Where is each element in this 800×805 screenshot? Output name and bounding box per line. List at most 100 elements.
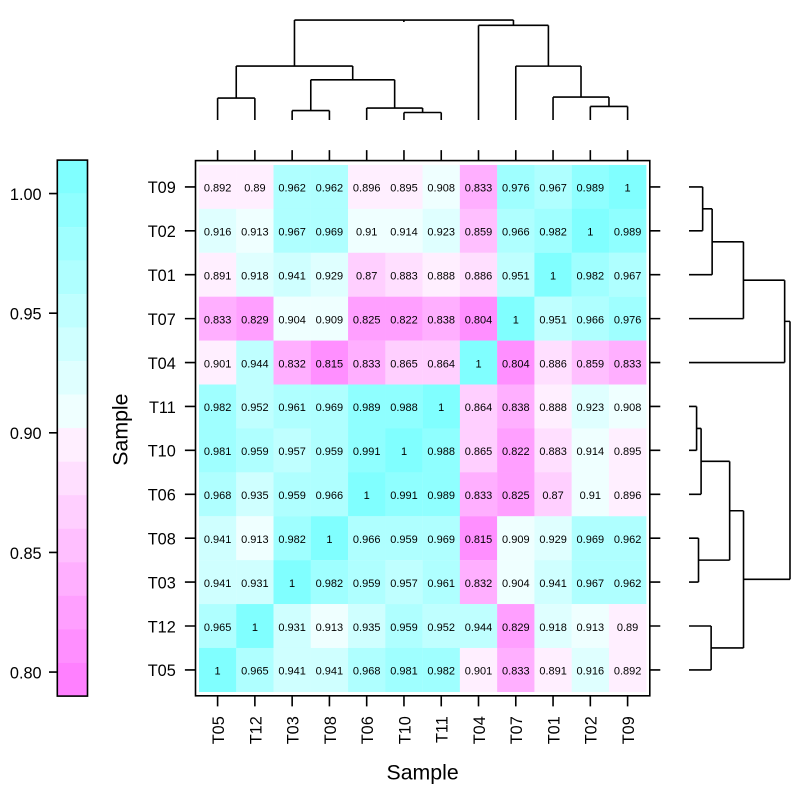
svg-text:0.829: 0.829 [241, 314, 269, 326]
svg-text:1: 1 [625, 183, 631, 195]
svg-text:0.981: 0.981 [390, 666, 418, 678]
svg-text:0.969: 0.969 [316, 402, 344, 414]
svg-text:0.909: 0.909 [316, 314, 344, 326]
svg-text:0.895: 0.895 [614, 446, 642, 458]
svg-text:0.991: 0.991 [390, 490, 418, 502]
svg-text:T03: T03 [285, 716, 303, 744]
svg-text:0.988: 0.988 [390, 402, 418, 414]
svg-text:0.968: 0.968 [353, 666, 381, 678]
svg-text:0.909: 0.909 [502, 534, 530, 546]
svg-text:0.883: 0.883 [390, 271, 418, 283]
svg-text:0.941: 0.941 [204, 578, 232, 590]
svg-text:0.962: 0.962 [278, 183, 306, 195]
svg-text:0.982: 0.982 [577, 271, 605, 283]
svg-text:0.859: 0.859 [465, 227, 493, 239]
svg-text:0.959: 0.959 [390, 622, 418, 634]
svg-text:T12: T12 [148, 618, 176, 636]
svg-text:1: 1 [289, 578, 295, 590]
svg-text:0.833: 0.833 [502, 666, 530, 678]
svg-text:1: 1 [513, 314, 519, 326]
svg-text:0.918: 0.918 [539, 622, 567, 634]
svg-text:0.944: 0.944 [241, 358, 269, 370]
svg-text:0.804: 0.804 [465, 314, 493, 326]
svg-text:Sample: Sample [109, 393, 133, 465]
svg-text:0.941: 0.941 [316, 666, 344, 678]
svg-text:0.961: 0.961 [278, 402, 306, 414]
svg-text:0.952: 0.952 [241, 402, 269, 414]
svg-text:0.929: 0.929 [316, 271, 344, 283]
svg-text:1: 1 [550, 271, 556, 283]
svg-text:0.952: 0.952 [427, 622, 455, 634]
svg-text:0.962: 0.962 [614, 578, 642, 590]
svg-text:0.85: 0.85 [10, 545, 42, 563]
svg-text:0.87: 0.87 [356, 271, 377, 283]
svg-text:0.967: 0.967 [614, 271, 642, 283]
svg-text:0.883: 0.883 [539, 446, 567, 458]
svg-text:T05: T05 [210, 716, 228, 744]
svg-text:0.913: 0.913 [241, 534, 269, 546]
svg-text:0.891: 0.891 [539, 666, 567, 678]
svg-text:0.957: 0.957 [278, 446, 306, 458]
svg-text:T01: T01 [148, 267, 176, 285]
svg-text:T08: T08 [322, 716, 340, 744]
svg-text:1: 1 [252, 622, 258, 634]
svg-text:0.91: 0.91 [580, 490, 601, 502]
svg-text:0.89: 0.89 [244, 183, 265, 195]
svg-text:0.969: 0.969 [316, 227, 344, 239]
svg-text:0.961: 0.961 [427, 578, 455, 590]
svg-text:0.832: 0.832 [465, 578, 493, 590]
svg-text:0.833: 0.833 [465, 183, 493, 195]
svg-text:0.901: 0.901 [204, 358, 232, 370]
svg-text:0.833: 0.833 [204, 314, 232, 326]
svg-text:0.95: 0.95 [10, 306, 42, 324]
svg-text:T02: T02 [148, 223, 176, 241]
svg-text:0.965: 0.965 [204, 622, 232, 634]
svg-text:0.962: 0.962 [614, 534, 642, 546]
svg-text:0.916: 0.916 [577, 666, 605, 678]
svg-text:0.966: 0.966 [316, 490, 344, 502]
svg-text:0.929: 0.929 [539, 534, 567, 546]
svg-text:0.951: 0.951 [502, 271, 530, 283]
svg-text:1: 1 [401, 446, 407, 458]
svg-text:0.935: 0.935 [353, 622, 381, 634]
svg-text:T09: T09 [148, 179, 176, 197]
svg-text:0.892: 0.892 [614, 666, 642, 678]
svg-text:0.838: 0.838 [427, 314, 455, 326]
svg-text:1: 1 [364, 490, 370, 502]
svg-text:0.832: 0.832 [278, 358, 306, 370]
svg-text:0.966: 0.966 [502, 227, 530, 239]
svg-text:0.969: 0.969 [577, 534, 605, 546]
svg-text:0.967: 0.967 [278, 227, 306, 239]
svg-text:0.888: 0.888 [427, 271, 455, 283]
svg-text:0.989: 0.989 [614, 227, 642, 239]
svg-text:0.988: 0.988 [427, 446, 455, 458]
svg-text:1: 1 [475, 358, 481, 370]
svg-text:0.865: 0.865 [390, 358, 418, 370]
svg-text:T11: T11 [149, 399, 176, 417]
svg-text:0.982: 0.982 [427, 666, 455, 678]
svg-text:0.908: 0.908 [614, 402, 642, 414]
svg-text:1: 1 [215, 666, 221, 678]
svg-text:0.822: 0.822 [502, 446, 530, 458]
svg-text:T10: T10 [148, 443, 176, 461]
svg-text:0.825: 0.825 [353, 314, 381, 326]
svg-text:0.904: 0.904 [278, 314, 306, 326]
svg-text:1.00: 1.00 [10, 186, 42, 204]
svg-text:Sample: Sample [386, 761, 458, 785]
svg-text:T02: T02 [583, 716, 601, 744]
svg-text:T06: T06 [148, 487, 176, 505]
svg-text:0.959: 0.959 [278, 490, 306, 502]
svg-text:0.859: 0.859 [577, 358, 605, 370]
svg-text:T06: T06 [359, 716, 377, 744]
svg-text:0.951: 0.951 [539, 314, 567, 326]
svg-text:0.959: 0.959 [316, 446, 344, 458]
svg-text:T01: T01 [546, 716, 564, 744]
svg-text:0.914: 0.914 [577, 446, 605, 458]
svg-text:0.825: 0.825 [502, 490, 530, 502]
svg-text:0.962: 0.962 [316, 183, 344, 195]
svg-text:0.981: 0.981 [204, 446, 232, 458]
svg-text:0.944: 0.944 [465, 622, 493, 634]
svg-text:0.886: 0.886 [539, 358, 567, 370]
svg-text:0.959: 0.959 [390, 534, 418, 546]
svg-text:0.969: 0.969 [427, 534, 455, 546]
